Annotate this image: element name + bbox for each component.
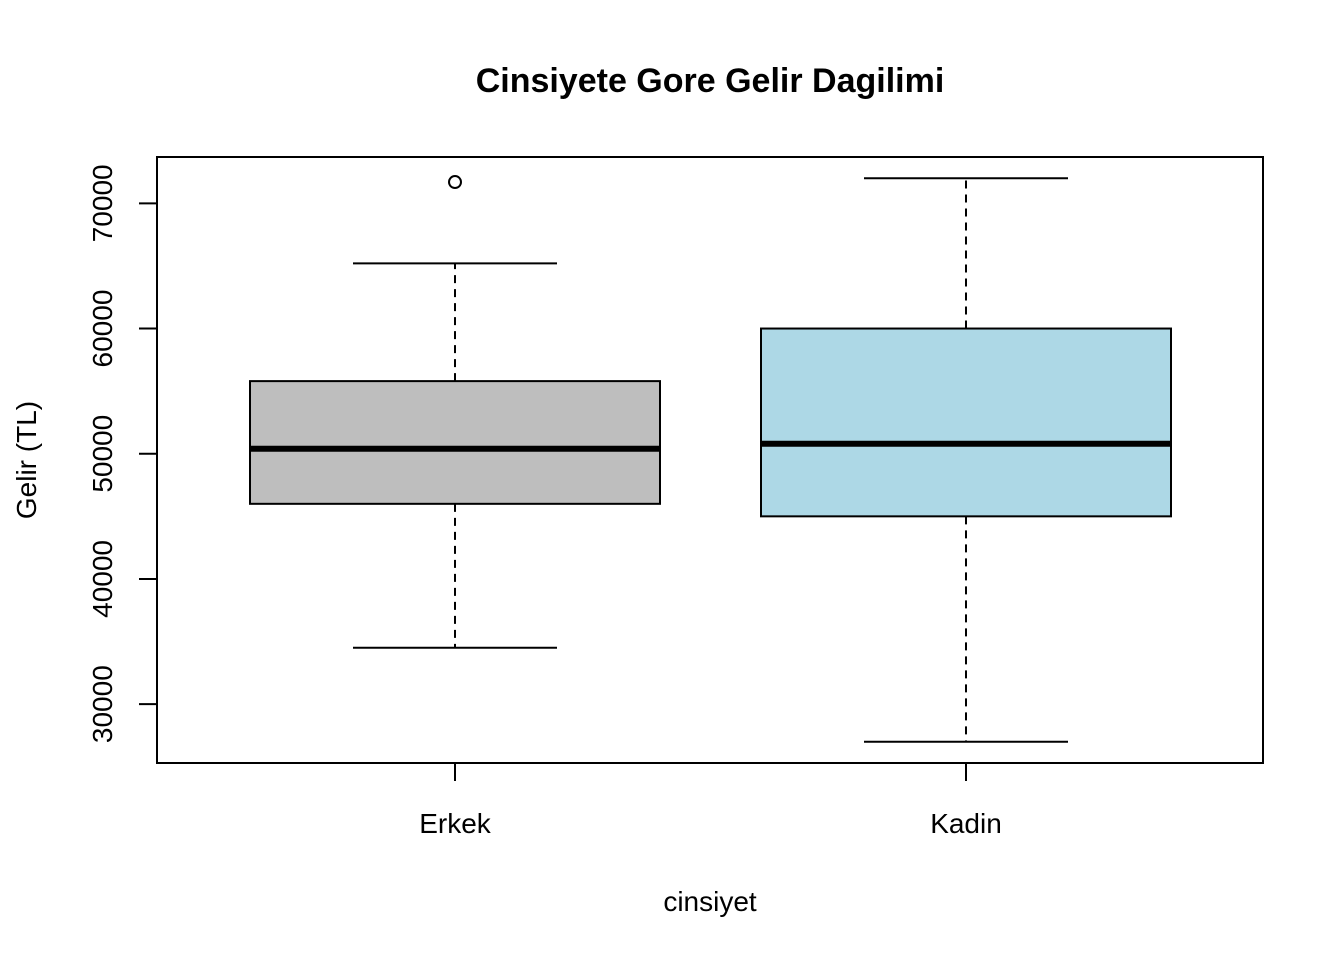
plot-border [156,156,1264,764]
outlier-point [448,175,462,190]
box-kadin [760,327,1172,518]
y-tick-label: 60000 [87,290,118,368]
y-axis-label: Gelir (TL) [11,401,42,519]
plot-area: 30000 40000 50000 60000 70000 Erkek Kadin [87,156,1264,839]
x-tick-label: Erkek [419,808,492,839]
y-tick-label: 30000 [87,665,118,743]
y-tick-label: 40000 [87,540,118,618]
box-erkek [249,380,661,505]
chart-title: Cinsiyete Gore Gelir Dagilimi [476,62,945,100]
y-tick-label: 70000 [87,164,118,242]
x-tick-label: Kadin [930,808,1002,839]
x-axis-label: cinsiyet [663,886,757,917]
y-tick-label: 50000 [87,415,118,493]
